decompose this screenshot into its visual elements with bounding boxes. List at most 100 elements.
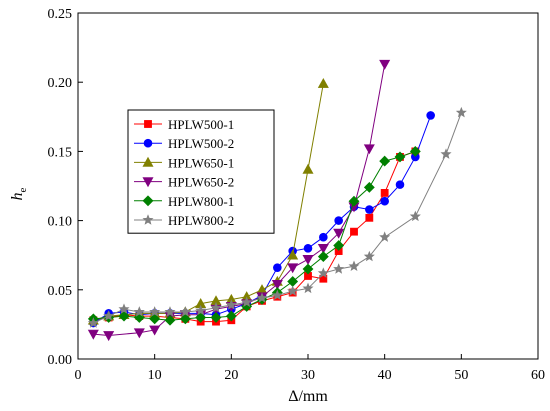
data-point <box>179 313 191 325</box>
data-point <box>333 228 345 239</box>
data-point <box>225 299 237 310</box>
plot-area <box>87 59 467 342</box>
x-tick-label: 50 <box>454 368 468 383</box>
data-point <box>241 296 253 307</box>
legend-marker <box>144 120 152 128</box>
data-point <box>164 306 176 317</box>
y-axis-label-main: h <box>9 192 26 200</box>
legend-label: HPLW800-2 <box>168 213 234 228</box>
data-point <box>302 255 314 265</box>
data-point <box>334 216 343 225</box>
legend-item: HPLW650-2 <box>134 175 234 190</box>
data-point <box>133 328 145 339</box>
legend-box <box>127 109 275 234</box>
data-point <box>380 189 389 197</box>
legend-item: HPLW500-1 <box>134 117 234 132</box>
legend-label: HPLW800-1 <box>168 194 234 209</box>
legend-marker <box>142 214 154 225</box>
data-point <box>455 106 467 118</box>
data-point <box>365 213 374 222</box>
y-tick-label: 0.15 <box>48 145 73 160</box>
data-point <box>118 303 130 314</box>
data-point <box>87 317 99 328</box>
data-point <box>302 263 314 275</box>
series-line <box>93 150 416 323</box>
data-point <box>363 144 375 155</box>
data-point <box>225 310 237 322</box>
legend: HPLW500-1 HPLW500-2 HPLW650-1 HPLW650-2 HPLW… <box>127 109 275 234</box>
series-HPLW800-1 <box>87 145 421 326</box>
data-point <box>379 155 391 167</box>
data-point <box>149 313 161 325</box>
data-point <box>287 276 299 287</box>
data-point <box>317 267 329 278</box>
legend-label: HPLW650-2 <box>168 175 234 190</box>
legend-item: HPLW650-1 <box>134 155 234 170</box>
data-point <box>303 243 313 253</box>
data-point <box>164 314 176 326</box>
data-point <box>333 240 345 251</box>
data-point <box>133 306 145 317</box>
legend-item: HPLW500-2 <box>134 136 234 151</box>
x-tick-label: 10 <box>148 368 162 383</box>
data-point <box>103 331 115 342</box>
data-point <box>409 210 421 222</box>
data-point <box>302 163 314 174</box>
x-axis-label: Δ/mm <box>288 388 328 405</box>
data-point <box>317 251 329 263</box>
legend-marker <box>142 177 154 188</box>
x-tick-label: 20 <box>224 368 238 383</box>
data-point <box>87 329 99 340</box>
data-point <box>317 77 329 88</box>
data-point <box>210 301 222 313</box>
y-axis-label-sub: e <box>17 187 29 192</box>
data-point <box>363 181 375 193</box>
series-HPLW800-2 <box>87 106 467 328</box>
data-point <box>350 227 358 236</box>
y-tick-label: 0.05 <box>48 284 73 299</box>
legend-marker <box>143 138 153 148</box>
x-tick-label: 60 <box>531 368 545 383</box>
data-point <box>348 260 360 271</box>
data-point <box>363 250 375 262</box>
y-tick-label: 0.20 <box>48 76 73 91</box>
data-point <box>103 310 115 321</box>
legend-label: HPLW500-1 <box>168 117 234 132</box>
data-point <box>319 232 328 242</box>
legend-item: HPLW800-2 <box>134 213 234 228</box>
data-point <box>394 151 406 163</box>
data-point <box>379 59 391 70</box>
y-tick-label: 0.00 <box>48 353 73 368</box>
data-point <box>409 145 421 157</box>
data-point <box>440 148 452 159</box>
legend-marker <box>142 195 154 207</box>
x-tick-label: 30 <box>301 368 315 383</box>
data-point <box>271 279 283 290</box>
legend-label: HPLW500-2 <box>168 136 234 151</box>
data-point <box>379 231 391 242</box>
y-tick-label: 0.10 <box>48 215 73 230</box>
data-point <box>195 304 207 316</box>
x-tick-label: 0 <box>75 368 82 383</box>
data-point <box>256 292 268 303</box>
series-line <box>93 150 416 321</box>
series-line <box>93 83 324 321</box>
y-axis-label: he <box>9 187 29 200</box>
data-point <box>195 312 207 323</box>
data-point <box>149 306 161 317</box>
data-point <box>210 312 222 323</box>
data-point <box>179 306 191 317</box>
data-point <box>380 196 389 206</box>
data-point <box>333 263 345 274</box>
data-point <box>426 111 435 120</box>
legend-marker <box>142 156 154 167</box>
data-point <box>395 180 405 189</box>
legend-label: HPLW650-1 <box>168 155 234 170</box>
data-point <box>271 289 283 301</box>
legend-item: HPLW800-1 <box>134 194 234 209</box>
data-point <box>273 263 282 272</box>
axis-ticks: 0 10 20 30 40 50 60 0.00 0.05 0.10 0.15 0.20 0.25 <box>48 7 546 383</box>
data-point <box>365 205 374 214</box>
data-point <box>287 249 299 260</box>
